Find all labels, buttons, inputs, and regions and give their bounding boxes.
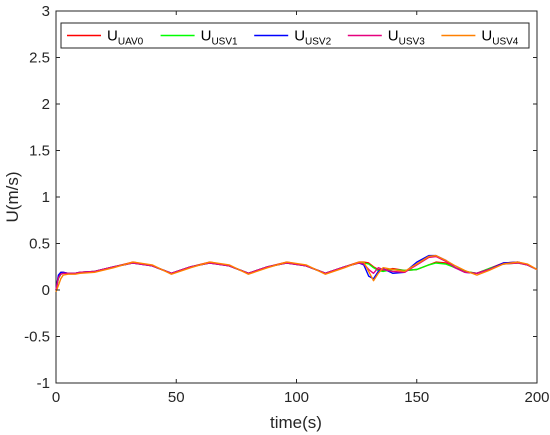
y-tick-label: 1 bbox=[42, 189, 50, 206]
y-tick-label: 0.5 bbox=[29, 236, 50, 253]
legend-entry-usv2: UUSV2 bbox=[294, 28, 331, 48]
legend-entry-usv1: UUSV1 bbox=[201, 28, 238, 48]
y-tick-label: 2 bbox=[42, 96, 50, 113]
x-tick-label: 50 bbox=[168, 389, 185, 406]
y-tick-label: 0 bbox=[42, 282, 50, 299]
series-line-usv4 bbox=[55, 254, 538, 293]
ticks-layer: 0 50 100 150 200 -1 -0.5 0 0.5 1 1.5 2 2.5 3 bbox=[24, 3, 549, 406]
legend-entry-usv4: UUSV4 bbox=[481, 28, 518, 48]
series-layer bbox=[55, 254, 538, 293]
series-line-usv3 bbox=[55, 255, 538, 291]
x-tick-label: 200 bbox=[524, 389, 549, 406]
y-tick-label: 2.5 bbox=[29, 50, 50, 67]
y-tick-label: 3 bbox=[42, 3, 50, 20]
x-axis-label: time(s) bbox=[270, 413, 322, 432]
x-tick-label: 150 bbox=[404, 389, 429, 406]
y-axis-label: U(m/s) bbox=[3, 172, 22, 223]
y-tick-label: -1 bbox=[37, 375, 50, 392]
y-tick-label: -0.5 bbox=[24, 329, 50, 346]
x-tick-label: 0 bbox=[52, 389, 60, 406]
plot-area bbox=[55, 10, 538, 384]
x-tick-label: 100 bbox=[284, 389, 309, 406]
y-tick-label: 1.5 bbox=[29, 143, 50, 160]
legend-entry-uav0: UUAV0 bbox=[107, 28, 144, 48]
legend: UUAV0 UUSV1 UUSV2 UUSV3 UUSV4 bbox=[60, 22, 530, 49]
legend-entry-usv3: UUSV3 bbox=[388, 28, 425, 48]
